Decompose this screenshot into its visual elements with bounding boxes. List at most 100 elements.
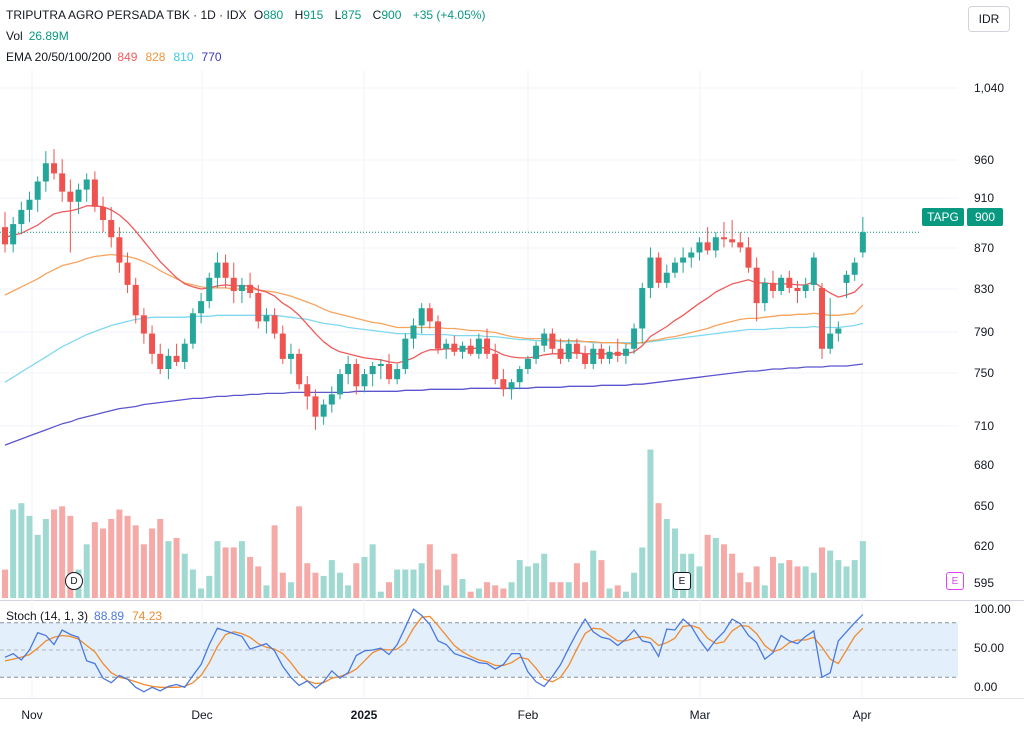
candle [582,345,589,370]
candle-body [312,396,319,417]
candle [26,191,33,223]
volume-bar [720,544,727,598]
candle-body [533,345,540,359]
candle-body [287,353,294,359]
candle-body [720,237,727,240]
candle [263,308,270,334]
volume-bar [67,515,74,598]
volume-bar [361,556,368,598]
legend-low-value: 875 [341,8,362,22]
volume-bar [810,572,817,598]
volume-bar [778,563,785,598]
candle [835,321,842,342]
candle-body [328,394,335,405]
volume-bar [761,585,768,598]
volume-bar [516,560,523,598]
earnings-marker[interactable]: E [673,572,691,590]
candle [124,252,131,294]
volume-bar [271,525,278,598]
candle-body [18,209,25,225]
volume-bar [606,588,613,598]
candle [541,328,548,352]
volume-bar [263,585,270,598]
volume-bar [451,553,458,598]
candle-body [737,242,744,248]
volume-bars [2,449,866,598]
candle [67,179,74,253]
candle [238,277,245,304]
volume-bar [467,591,474,598]
candle-body [435,321,442,349]
candle [745,237,752,273]
candle-body [181,343,188,362]
volume-bar [108,519,115,598]
volume-bar [26,515,33,598]
legend-ema50-value: 828 [145,50,166,64]
volume-bar [214,541,221,598]
candle-body [34,181,41,200]
candle-body [83,179,90,190]
volume-bar [198,588,205,598]
candle [42,151,49,192]
dividend-marker[interactable]: D [65,572,83,590]
price-axis-tick-label: 650 [974,499,994,513]
candle [712,232,719,258]
candle [655,252,662,288]
candle [336,369,343,400]
candle [704,227,711,255]
legend-stoch-d-value: 74.23 [132,609,163,623]
candle [851,257,858,281]
candle [140,308,147,344]
volume-bar [10,509,17,598]
candle-body [214,262,221,278]
candle [402,333,409,375]
volume-bar [222,547,229,598]
volume-bar [238,541,245,598]
candle [59,159,66,202]
legend-ema20-value: 849 [117,50,138,64]
candle [247,272,254,299]
candle-body [565,343,572,359]
candle-body [573,343,580,354]
volume-bar [189,569,196,598]
candle [631,323,638,354]
price-axis[interactable]: 1,040 960 910 870 830 790 750 710 680 650 620 595 10… [974,81,1011,694]
volume-bar [598,560,605,598]
legend-symbol-row: TRIPUTRA AGRO PERSADA TBK · 1D · IDX O88… [6,8,491,22]
candle [622,343,629,364]
candle-body [631,328,638,349]
volume-bar [843,566,850,598]
legend-ema100-value: 810 [173,50,194,64]
legend-stoch-label: Stoch (14, 1, 3) [6,609,89,623]
volume-bar [320,575,327,598]
candle-body [361,374,368,387]
candle [255,284,262,329]
volume-bar [663,519,670,598]
time-axis[interactable]: Nov Dec 2025 Feb Mar Apr [21,708,871,722]
legend-close-value: 900 [381,8,402,22]
stoch-k-line [4,608,864,693]
currency-button[interactable]: IDR [968,6,1010,32]
candle [524,355,531,375]
candle [533,341,540,364]
volume-bar [149,528,156,598]
candle-body [819,287,825,349]
volume-bar [140,544,147,598]
earnings-marker-future[interactable]: E [946,572,964,590]
candle [108,206,115,248]
candle-body [59,173,66,192]
candle [377,358,384,380]
volume-bar [353,563,360,598]
candle-body [51,163,58,174]
legend-ema-row: EMA 20/50/100/200 849 828 810 770 [6,50,230,64]
volume-bar [573,563,580,598]
candle [435,315,442,354]
volume-bar [59,506,66,598]
candle-body [761,282,768,304]
time-axis-tick-label: Apr [853,708,872,722]
candle [516,366,523,390]
candle-body [508,382,515,390]
legend-open-value: 880 [263,8,284,22]
volume-bar [345,585,352,598]
